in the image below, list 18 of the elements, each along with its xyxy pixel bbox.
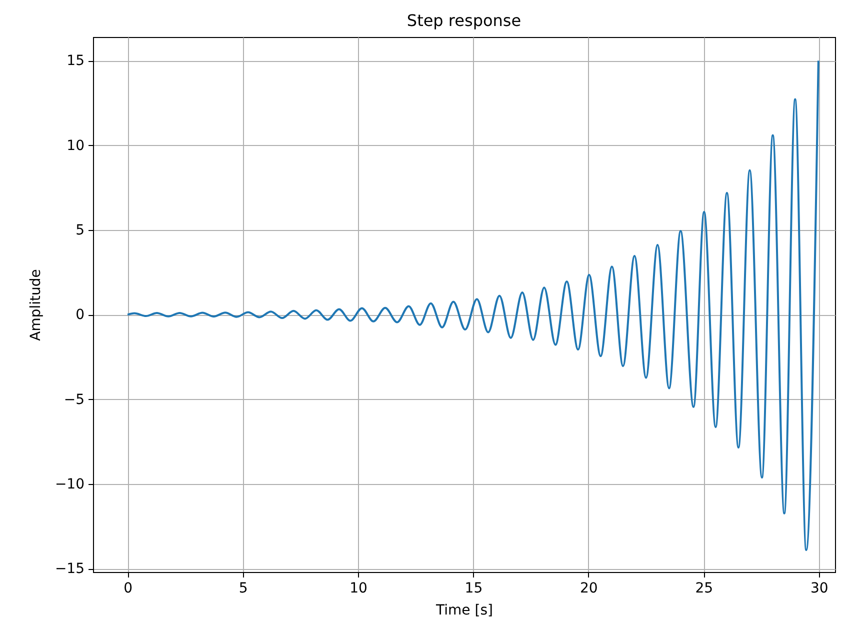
x-axis-title: Time [s]	[435, 602, 493, 618]
y-tick-label: −10	[54, 476, 84, 492]
x-tick-label: 30	[810, 580, 828, 596]
y-axis-title: Amplitude	[28, 269, 44, 341]
y-tick-label: 15	[66, 53, 84, 70]
y-tick-label: −5	[64, 392, 84, 408]
line-series	[126, 60, 820, 551]
x-tick-label: 10	[350, 580, 368, 596]
y-tick-label: 10	[66, 138, 84, 154]
y-tick-label: −15	[54, 561, 84, 578]
y-tick-label: 0	[76, 307, 84, 324]
y-tick-label: 5	[76, 222, 84, 239]
x-tick-label: 15	[464, 580, 483, 596]
x-tick-label: 5	[238, 580, 248, 596]
x-tick-label: 0	[124, 580, 133, 596]
x-tick-label: 20	[580, 580, 598, 596]
chart-title: Step response	[406, 11, 522, 30]
x-tick-label: 25	[695, 580, 714, 596]
